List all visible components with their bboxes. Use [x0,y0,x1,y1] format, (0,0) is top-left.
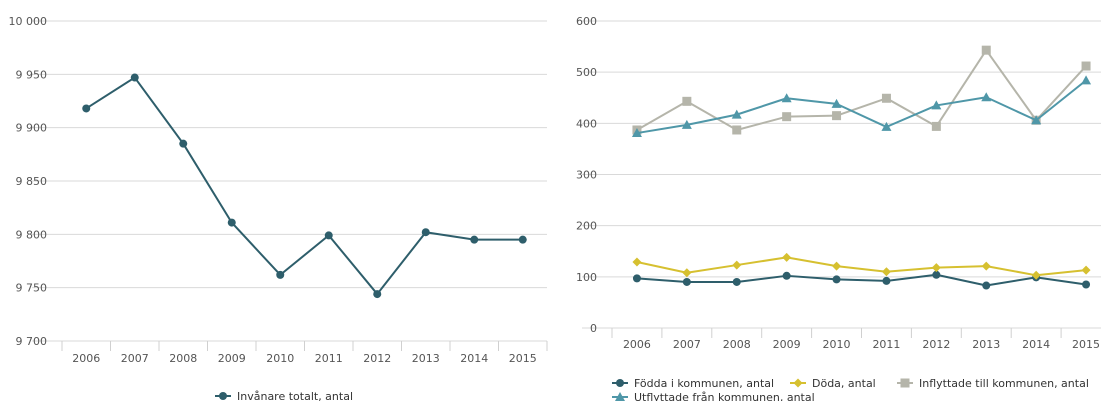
data-point [518,235,527,244]
x-tick-label: 2007 [121,352,149,365]
data-point [682,96,692,106]
data-point [179,139,188,148]
data-point [631,128,642,138]
data-point [782,271,791,280]
data-point [470,235,479,244]
data-point [681,119,692,129]
data-point [1031,115,1042,125]
x-tick-label: 2013 [972,338,1000,351]
legend-marker [219,392,227,400]
y-tick-label: 9 950 [16,68,48,81]
data-point [227,218,236,227]
data-point [931,100,942,110]
legend-marker [900,378,910,388]
data-point [782,252,792,262]
x-tick-label: 2012 [363,352,391,365]
data-point [682,268,692,278]
data-point [931,263,941,273]
x-tick-label: 2006 [623,338,651,351]
y-tick-label: 100 [576,271,597,284]
x-tick-label: 2007 [673,338,701,351]
data-point [982,281,991,290]
data-point [981,45,991,55]
y-tick-label: 0 [590,322,597,335]
series-line [636,79,1087,135]
data-point [632,274,641,283]
data-point [981,92,992,102]
data-point [832,111,842,121]
data-point [682,277,691,286]
x-tick-label: 2011 [315,352,343,365]
x-tick-label: 2010 [266,352,294,365]
y-tick-label: 9 750 [16,282,48,295]
legend-label: Döda, antal [812,377,876,390]
migration-line-chart: 0 100 200 300 400 500 600 2006 2007 2008 2009 2010 2… [576,15,1101,401]
y-tick-label: 600 [576,15,597,28]
y-tick-label: 9 800 [16,228,48,241]
legend-marker [615,392,625,401]
series-line [636,273,1087,287]
data-point [1081,61,1091,71]
data-point [832,261,842,271]
x-tick-label: 2008 [169,352,197,365]
data-point [782,112,792,122]
data-point [832,275,841,284]
x-tick-label: 2013 [412,352,440,365]
data-point [731,109,742,119]
y-tick-label: 9 850 [16,175,48,188]
y-tick-label: 9 900 [16,122,48,135]
data-point [82,104,91,113]
data-point [881,121,892,131]
data-point [1031,270,1041,280]
x-tick-label: 2009 [773,338,801,351]
data-point [732,125,742,135]
data-point [732,277,741,286]
x-tick-label: 2015 [509,352,537,365]
y-tick-label: 300 [576,169,597,182]
data-point [881,267,891,277]
population-line-chart: 9 700 9 750 9 800 9 850 9 900 9 950 10 000 2006… [9,15,548,401]
x-tick-label: 2008 [723,338,751,351]
data-point [932,270,941,279]
x-tick-label: 2012 [922,338,950,351]
x-tick-label: 2015 [1072,338,1100,351]
x-tick-label: 2006 [72,352,100,365]
y-tick-label: 400 [576,117,597,130]
data-point [1081,265,1091,275]
data-point [276,270,285,279]
series-line [85,76,523,296]
x-tick-label: 2010 [823,338,851,351]
legend-marker [616,379,624,387]
data-point [421,228,430,237]
y-tick-label: 9 700 [16,335,48,348]
data-point [732,260,742,270]
data-point [981,261,991,271]
data-point [1082,280,1091,289]
legend-label: Födda i kommunen, antal [634,377,774,390]
data-point [882,276,891,285]
data-point [831,98,842,108]
series-line [636,256,1087,277]
data-point [881,93,891,103]
x-tick-label: 2011 [872,338,900,351]
data-point [781,93,792,103]
y-tick-label: 500 [576,66,597,79]
data-point [1081,75,1092,85]
x-tick-label: 2009 [218,352,246,365]
data-point [632,257,642,267]
data-point [373,290,382,299]
x-tick-label: 2014 [1022,338,1050,351]
series-line [636,49,1087,131]
legend-label: Invånare totalt, antal [237,390,353,401]
y-tick-label: 10 000 [9,15,48,28]
legend-label: Utflyttade från kommunen, antal [634,391,815,401]
data-point [931,121,941,131]
data-point [324,231,333,240]
legend-label: Inflyttade till kommunen, antal [919,377,1089,390]
legend-marker [793,378,803,388]
y-tick-label: 200 [576,220,597,233]
x-tick-label: 2014 [460,352,488,365]
data-point [130,73,139,82]
